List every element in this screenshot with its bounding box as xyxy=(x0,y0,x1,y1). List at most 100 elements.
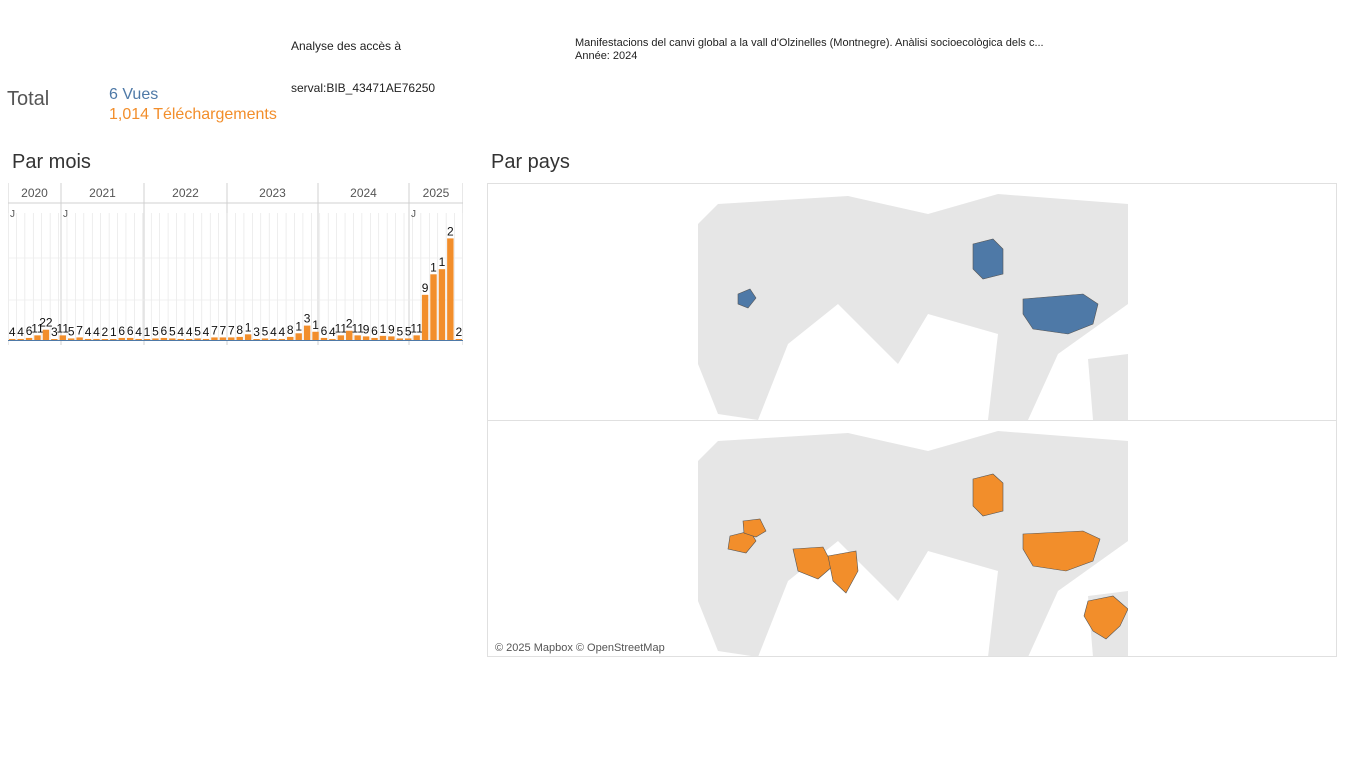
month-label: J xyxy=(411,209,416,220)
publication-year: Année: 2024 xyxy=(575,50,638,62)
bar-value-label: 4 xyxy=(203,325,210,339)
download-bar xyxy=(84,338,92,341)
bar-value-label: 5 xyxy=(169,324,176,338)
bar-value-label: 4 xyxy=(329,325,336,339)
download-bar xyxy=(287,336,294,341)
bar-value-label: 8 xyxy=(236,323,243,337)
download-bar xyxy=(17,338,24,341)
bar-value-label: 1 xyxy=(110,325,117,339)
download-bar xyxy=(396,338,404,341)
bar-value-label: 11 xyxy=(410,321,423,335)
bar-value-label: 5 xyxy=(68,324,75,338)
download-bar xyxy=(278,338,286,341)
download-bar xyxy=(379,335,387,341)
country-france-downloads[interactable] xyxy=(742,518,767,538)
download-bar xyxy=(362,336,370,341)
download-bar xyxy=(93,338,100,341)
monthly-section-title: Par mois xyxy=(12,151,91,173)
download-bar xyxy=(295,333,302,341)
download-bar xyxy=(42,329,50,341)
bar-value-label: 5 xyxy=(396,324,403,338)
bar-value-label: 4 xyxy=(186,325,193,339)
bar-value-label: 7 xyxy=(76,323,83,337)
bar-value-label: 4 xyxy=(270,325,277,339)
bar-value-label: 6 xyxy=(26,324,33,338)
bar-value-label: 11 xyxy=(31,321,44,335)
download-bar xyxy=(329,338,336,341)
bar-value-label: 4 xyxy=(9,325,16,339)
bar-value-label: 1 xyxy=(312,318,319,332)
download-bar xyxy=(413,335,420,341)
map-divider xyxy=(488,420,1336,421)
download-bar xyxy=(160,337,168,341)
bar-value-label: 6 xyxy=(321,324,328,338)
download-bar xyxy=(67,338,75,341)
download-bar xyxy=(211,337,218,341)
country-map[interactable]: © 2025 Mapbox © OpenStreetMap xyxy=(487,183,1337,657)
country-middle-east-downloads[interactable] xyxy=(792,546,834,580)
bar-value-label: 4 xyxy=(17,325,24,339)
country-usa-views[interactable] xyxy=(1022,293,1099,335)
country-usa-downloads[interactable] xyxy=(1022,530,1101,572)
publication-title[interactable]: Manifestacions del canvi global a la val… xyxy=(575,37,1044,49)
bar-value-label: 4 xyxy=(93,325,100,339)
bar-value-label: 6 xyxy=(371,324,378,338)
download-bar xyxy=(185,338,193,341)
bar-value-label: 7 xyxy=(228,323,235,337)
bar-value-label: 6 xyxy=(161,324,168,338)
year-label: 2021 xyxy=(89,186,116,200)
bar-value-label: 1 xyxy=(439,255,446,269)
bar-value-label: 3 xyxy=(253,325,260,339)
month-label: J xyxy=(10,209,15,220)
bar-value-label: 22 xyxy=(39,316,53,330)
map-copyright[interactable]: © 2025 Mapbox © OpenStreetMap xyxy=(495,642,665,654)
bar-value-label: 5 xyxy=(152,324,159,338)
download-bar xyxy=(59,335,66,341)
year-label: 2023 xyxy=(259,186,286,200)
bar-value-label: 5 xyxy=(262,324,269,338)
bar-value-label: 5 xyxy=(194,324,201,338)
download-bar xyxy=(177,338,184,341)
download-bar xyxy=(388,336,395,341)
bar-value-label: 9 xyxy=(388,322,395,336)
bar-value-label: 4 xyxy=(278,325,285,339)
bar-value-label: 9 xyxy=(363,322,370,336)
download-bar xyxy=(236,336,243,341)
country-france-views[interactable] xyxy=(737,288,757,309)
download-bar xyxy=(447,238,454,341)
report-title-line2: serval:BIB_43471AE76250 xyxy=(291,81,436,95)
download-bar xyxy=(126,337,134,341)
download-bar xyxy=(354,335,361,341)
country-alaska-views[interactable] xyxy=(972,238,1004,280)
download-bar xyxy=(228,337,235,341)
bar-value-label: 11 xyxy=(57,321,70,335)
bar-value-label: 1 xyxy=(430,260,437,274)
country-alaska-downloads[interactable] xyxy=(972,473,1004,517)
download-bar xyxy=(346,330,353,341)
month-label: J xyxy=(63,209,68,220)
bar-value-label: 1 xyxy=(380,322,387,336)
bar-value-label: 4 xyxy=(177,325,184,339)
download-bar xyxy=(76,337,83,341)
bar-value-label: 6 xyxy=(127,324,134,338)
bar-value-label: 5 xyxy=(405,324,412,338)
publication-info: Manifestacions del canvi global a la val… xyxy=(575,37,1044,63)
download-bar xyxy=(337,335,345,341)
bar-value-label: 2 xyxy=(102,325,109,339)
country-section-title: Par pays xyxy=(491,151,570,173)
download-bar xyxy=(9,338,16,341)
views-map-panel[interactable] xyxy=(698,184,1128,420)
download-bar xyxy=(25,337,33,341)
country-india-downloads[interactable] xyxy=(827,550,859,594)
country-brazil-downloads[interactable] xyxy=(1083,595,1128,640)
bar-value-label: 3 xyxy=(51,325,58,339)
bar-value-label: 1 xyxy=(144,325,151,339)
views-baseline xyxy=(8,340,463,341)
download-bar xyxy=(152,338,159,341)
download-bar xyxy=(371,337,378,341)
downloads-map-panel[interactable] xyxy=(698,421,1128,657)
report-title: Analyse des accès à serval:BIB_43471AE76… xyxy=(291,11,435,109)
download-bar xyxy=(430,274,437,341)
year-label: 2025 xyxy=(423,186,450,200)
